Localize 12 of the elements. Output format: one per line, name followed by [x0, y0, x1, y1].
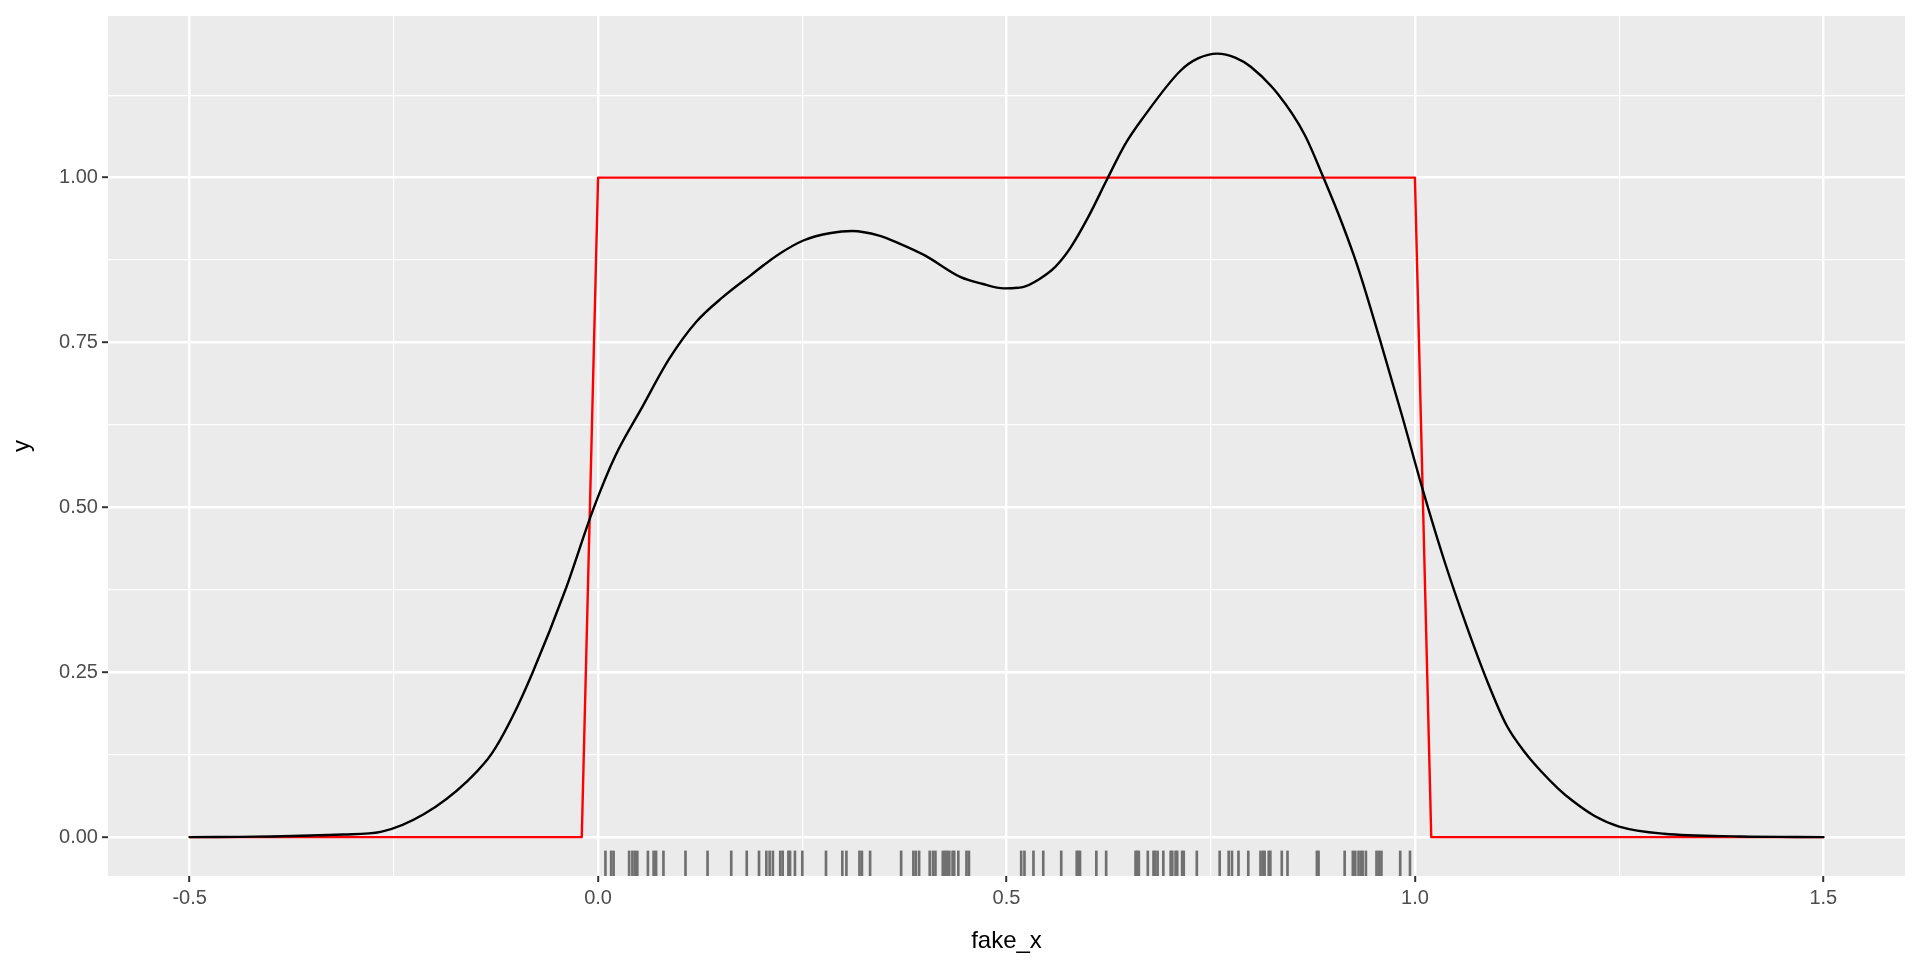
y-tick-label: 0.75	[59, 329, 98, 352]
x-axis-title: fake_x	[971, 926, 1042, 954]
y-tick-label: 0.00	[59, 824, 98, 847]
y-tick-label: 0.50	[59, 494, 98, 517]
x-tick-label: -0.5	[172, 885, 207, 908]
x-tick-label: 0.0	[584, 885, 612, 908]
y-tick-label: 0.25	[59, 659, 98, 682]
y-tick-label: 1.00	[59, 165, 98, 188]
x-tick-label: 0.5	[992, 885, 1021, 908]
x-tick-label: 1.0	[1401, 885, 1429, 908]
y-axis-title: y	[7, 440, 35, 452]
x-tick-label: 1.5	[1809, 885, 1838, 908]
